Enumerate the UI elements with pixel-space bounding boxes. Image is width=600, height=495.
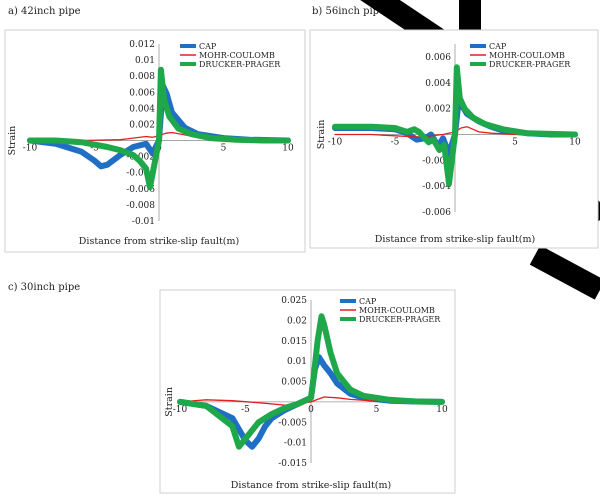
legend-label-mohr: MOHR-COULOMB — [489, 51, 565, 60]
x-tick-label: -10 — [328, 137, 343, 147]
y-tick-label: 0.005 — [281, 378, 307, 388]
y-tick-label: -0.006 — [422, 208, 451, 218]
series-line-drucker — [177, 313, 445, 450]
x-tick-label: 5 — [374, 405, 380, 415]
x-tick-label: -5 — [90, 144, 99, 154]
y-tick-label: 0.006 — [129, 88, 155, 98]
x-tick-label: 10 — [282, 144, 294, 154]
panel-b-title: b) 56inch pipe — [312, 6, 385, 17]
series-line-drucker — [27, 66, 291, 191]
legend-label-cap: CAP — [489, 42, 507, 51]
y-tick-label: 0.02 — [287, 316, 307, 326]
y-tick-label: -0.004 — [422, 182, 451, 192]
legend-label-drucker: DRUCKER-PRAGER — [359, 315, 441, 324]
legend-label-cap: CAP — [199, 42, 217, 51]
y-axis-title: Strain — [7, 126, 18, 156]
y-tick-label: 0.006 — [425, 53, 451, 63]
chart-panel-a: -10 -5 0 5 10-0.01-0.008-0.006-0.004-0.0020.… — [4, 29, 306, 253]
y-tick-label: 0.015 — [281, 337, 307, 347]
y-tick-label: -0.005 — [278, 418, 307, 428]
panel-c-title: c) 30inch pipe — [8, 282, 81, 293]
chart-frame-c — [159, 289, 456, 494]
y-tick-label: -0.006 — [126, 185, 155, 195]
y-tick-label: -0.01 — [284, 439, 307, 449]
y-tick-label: -0.008 — [126, 201, 155, 211]
x-tick-label: 0 — [308, 405, 314, 415]
x-tick-label: -5 — [391, 137, 400, 147]
series-line-drucker — [332, 64, 578, 187]
legend-label-mohr: MOHR-COULOMB — [359, 306, 435, 315]
y-tick-label: 0.025 — [281, 296, 307, 306]
x-tick-label: -10 — [173, 405, 188, 415]
series-line-mohr — [179, 396, 443, 406]
y-axis-title: Strain — [164, 387, 175, 417]
legend-label-drucker: DRUCKER-PRAGER — [199, 60, 281, 69]
y-tick-label: 0.004 — [425, 79, 451, 89]
y-tick-label: -0.015 — [278, 459, 307, 469]
x-tick-label: 5 — [512, 137, 518, 147]
y-tick-label: -0.002 — [422, 156, 451, 166]
y-tick-label: 0.01 — [287, 357, 307, 367]
x-tick-label: 10 — [436, 405, 448, 415]
panel-a-title: a) 42inch pipe — [8, 6, 81, 17]
x-axis-title: Distance from strike-slip fault(m) — [375, 234, 535, 245]
y-tick-label: 0.01 — [135, 56, 155, 66]
x-axis-title: Distance from strike-slip fault(m) — [79, 236, 239, 247]
y-tick-label: 0.002 — [129, 120, 155, 130]
legend-label-mohr: MOHR-COULOMB — [199, 51, 275, 60]
legend-label-drucker: DRUCKER-PRAGER — [489, 60, 571, 69]
y-axis-title: Strain — [316, 120, 327, 150]
x-tick-label: 10 — [569, 137, 581, 147]
x-tick-label: 5 — [221, 144, 227, 154]
chart-panel-c: -10 -5 0 5 10 -0.015 -0.01 -0.005 0.005 0.01 0.015… — [159, 289, 456, 494]
y-tick-label: 0.012 — [129, 40, 155, 50]
y-tick-label: -0.01 — [132, 217, 155, 227]
x-axis-title: Distance from strike-slip fault(m) — [231, 480, 391, 491]
y-tick-label: 0.002 — [425, 105, 451, 115]
y-tick-label: -0.004 — [126, 169, 155, 179]
y-tick-label: 0.004 — [129, 104, 155, 114]
legend-label-cap: CAP — [359, 297, 377, 306]
x-tick-label: -10 — [23, 144, 38, 154]
x-tick-label: -5 — [241, 405, 250, 415]
chart-panel-b: -10 -5 0 5 10-0.006-0.004-0.0020.0020.0040.0… — [309, 29, 599, 249]
y-tick-label: 0.008 — [129, 72, 155, 82]
